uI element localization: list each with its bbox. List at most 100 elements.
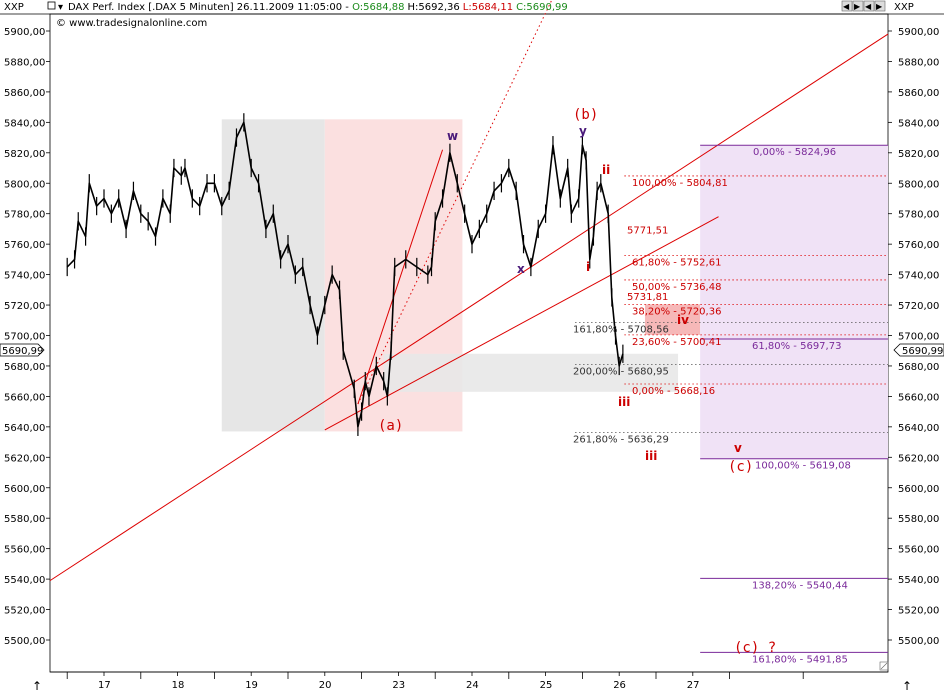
scroll-prev-icon: ▶	[854, 2, 861, 11]
x-tick-label: 25	[540, 680, 553, 691]
y-tick-label-left: 5520,00	[4, 606, 45, 617]
zone-purple	[700, 145, 888, 459]
y-tick-label-left: 5860,00	[4, 88, 45, 99]
scroll-controls[interactable]: ◀ ▶ ◀ ▶	[841, 0, 886, 12]
scroll-last-icon: ▶	[876, 2, 883, 11]
y-tick-label-right: 5840,00	[898, 118, 939, 129]
y-tick-label-right: 5640,00	[898, 423, 939, 434]
zone-grey	[221, 119, 325, 432]
wave-label: x	[517, 262, 525, 276]
fib-label: 261,80% - 5636,29	[573, 434, 669, 445]
symbol-left: XXP	[4, 2, 24, 13]
header-square-icon	[47, 1, 56, 10]
y-tick-label-left: 5820,00	[4, 149, 45, 160]
y-tick-label-left: 5680,00	[4, 362, 45, 373]
y-axis-right: 5900,00 5880,00 5860,00 5840,00 5820,00 5800,…	[888, 27, 939, 647]
scroll-last-button[interactable]	[874, 0, 886, 12]
scroll-first-button[interactable]	[841, 0, 853, 12]
scroll-prev-button[interactable]	[852, 0, 864, 12]
x-tick-label: 23	[392, 680, 405, 691]
scroll-next-button[interactable]	[863, 0, 875, 12]
wave-label: (c)	[728, 459, 753, 475]
y-tick-label-right: 5600,00	[898, 484, 939, 495]
y-tick-label-left: 5620,00	[4, 453, 45, 464]
y-tick-label-left: 5500,00	[4, 636, 45, 647]
fib-label: 38,20% - 5720,36	[632, 307, 721, 318]
zone-target-grey	[383, 353, 679, 392]
fib-label: 5731,81	[627, 292, 668, 303]
trendline-long	[49, 33, 889, 582]
y-tick-label-right: 5820,00	[898, 149, 939, 160]
y-tick-label-left: 5580,00	[4, 514, 45, 525]
y-tick-label-left: 5900,00	[4, 27, 45, 38]
y-tick-label-left: 5760,00	[4, 240, 45, 251]
wave-label: v	[734, 441, 742, 455]
fib-label: 0,00% - 5668,16	[632, 386, 715, 397]
y-tick-label-right: 5660,00	[898, 392, 939, 403]
high-value: H:5692,36	[408, 2, 460, 13]
scroll-first-icon: ◀	[843, 2, 850, 11]
y-tick-label-left: 5880,00	[4, 57, 45, 68]
trendline-mid	[324, 216, 719, 431]
fib-label: 50,00% - 5736,48	[632, 282, 721, 293]
resize-grip-icon[interactable]	[879, 661, 889, 671]
wave-label: iv	[677, 313, 689, 327]
last-price-left-text: 5690,99	[2, 346, 43, 357]
x-tick-label: 18	[172, 680, 185, 691]
y-tick-label-left: 5640,00	[4, 423, 45, 434]
y-tick-label-right: 5740,00	[898, 271, 939, 282]
y-tick-label-left: 5740,00	[4, 271, 45, 282]
scroll-left-arrow-icon[interactable]: ↑	[32, 679, 42, 692]
y-tick-label-left: 5600,00	[4, 484, 45, 495]
fib-label: 200,00% - 5680,95	[573, 367, 669, 378]
wave-label: (c) ?	[734, 640, 776, 656]
x-tick-label: 26	[613, 680, 626, 691]
annotation-labels: 0,00% - 5824,96 100,00% - 5804,81 5771,51 6…	[378, 107, 851, 665]
fib-label: 61,80% - 5752,61	[632, 257, 721, 268]
x-tick-label: 19	[245, 680, 258, 691]
y-axis-left: 5900,00 5880,00 5860,00 5840,00 5820,00 5800,…	[4, 27, 50, 647]
y-tick-label-right: 5680,00	[898, 362, 939, 373]
last-price-tag-left: 5690,99	[0, 343, 45, 357]
x-tick-label: 20	[319, 680, 332, 691]
last-price-tag-right: 5690,99	[893, 343, 944, 357]
y-tick-label-right: 5720,00	[898, 301, 939, 312]
wave-label: iii	[618, 395, 630, 409]
instrument-name: DAX Perf. Index [.DAX 5 Minuten] 26.11.2…	[68, 2, 352, 13]
y-tick-label-left: 5800,00	[4, 179, 45, 190]
zones	[221, 119, 888, 459]
fib-label: 161,80% - 5491,85	[752, 654, 848, 665]
fib-lines	[575, 144, 888, 653]
fib-label: 5771,51	[627, 226, 668, 237]
y-tick-label-right: 5700,00	[898, 332, 939, 343]
fib-label: 100,00% - 5619,08	[755, 461, 851, 472]
y-tick-label-left: 5720,00	[4, 301, 45, 312]
wave-label: (b)	[573, 107, 598, 123]
wave-label: (a)	[378, 418, 403, 434]
x-axis: 17 18 19 20 23 24 25 26 27	[66, 672, 804, 691]
fib-label: 23,60% - 5700,41	[632, 337, 721, 348]
y-tick-label-left: 5700,00	[4, 332, 45, 343]
instrument-title: DAX Perf. Index [.DAX 5 Minuten] 26.11.2…	[68, 2, 568, 13]
low-value: L:5684,11	[463, 2, 513, 13]
fib-label: 138,20% - 5540,44	[752, 580, 848, 591]
fib-label: 61,80% - 5697,73	[752, 341, 841, 352]
close-value: C:5690,99	[516, 2, 568, 13]
fib-label: 0,00% - 5824,96	[753, 147, 836, 158]
wave-label: ii	[602, 163, 610, 177]
fib-label: 161,80% - 5708,56	[573, 324, 669, 335]
zone-salmon	[644, 304, 701, 335]
fib-label: 100,00% - 5804,81	[632, 178, 728, 189]
trendline-steep	[357, 149, 444, 405]
wave-label: iii	[645, 449, 657, 463]
wave-label: w	[447, 129, 458, 143]
x-tick-label: 17	[98, 680, 111, 691]
y-tick-label-right: 5560,00	[898, 545, 939, 556]
y-tick-label-right: 5760,00	[898, 240, 939, 251]
symbol-right: XXP	[894, 2, 914, 13]
scroll-next-icon: ◀	[865, 2, 872, 11]
scroll-right-arrow-icon[interactable]: ↑	[902, 679, 912, 692]
dropdown-icon[interactable]: ▾	[58, 2, 63, 13]
wave-label: i	[586, 260, 590, 274]
